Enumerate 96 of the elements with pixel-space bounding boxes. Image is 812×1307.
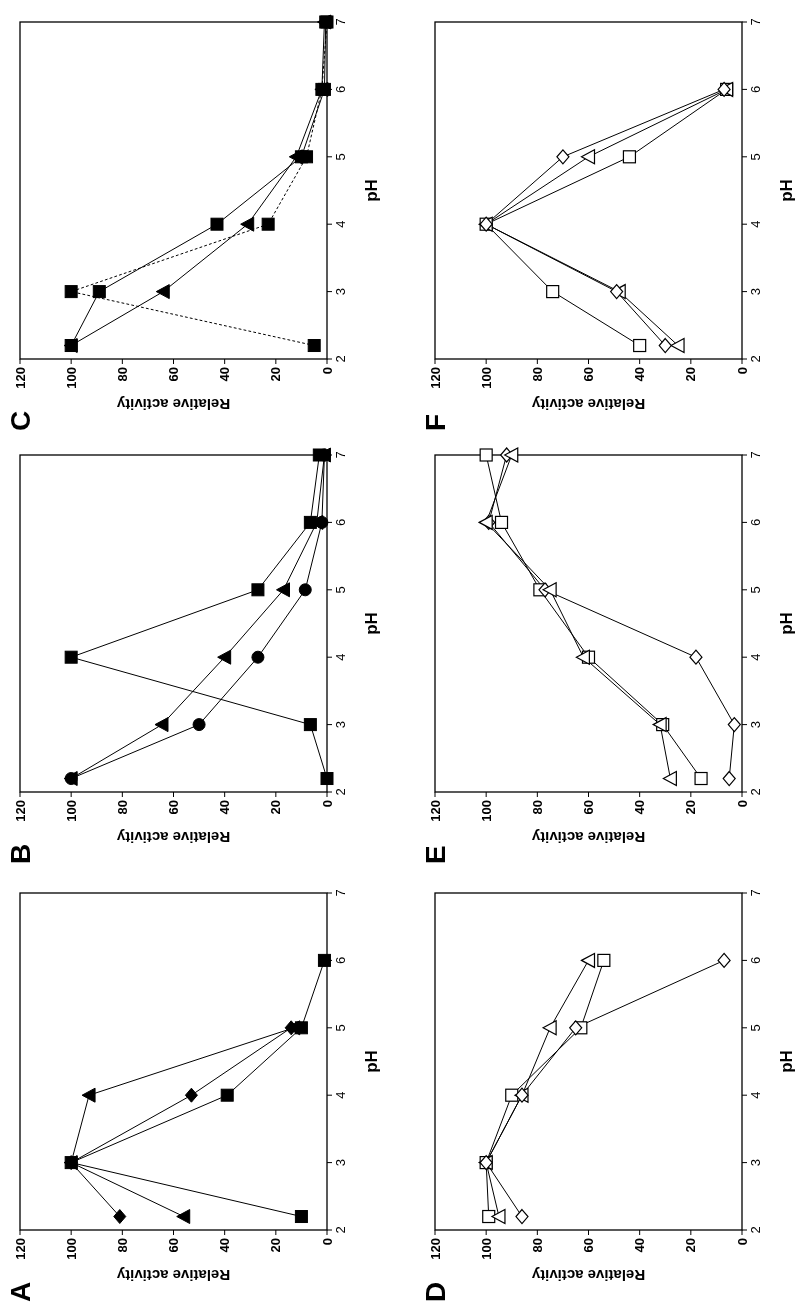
x-tick-label: 0 bbox=[734, 800, 750, 808]
y-tick-label: 3 bbox=[748, 287, 763, 296]
x-tick-label: 0 bbox=[319, 1238, 335, 1246]
x-tick-label: 60 bbox=[581, 800, 597, 815]
y-tick-label: 6 bbox=[333, 956, 348, 965]
y-tick-label: 6 bbox=[333, 518, 348, 527]
x-tick-label: 40 bbox=[632, 800, 648, 815]
x-tick-label: 60 bbox=[166, 1238, 182, 1253]
x-tick-label: 80 bbox=[114, 367, 130, 382]
x-tick-label: 60 bbox=[581, 1238, 597, 1253]
y-axis-title: pH bbox=[777, 1050, 796, 1073]
y-tick-label: 4 bbox=[333, 1091, 348, 1099]
y-axis-title: pH bbox=[777, 179, 796, 202]
x-tick-label: 40 bbox=[217, 1238, 233, 1253]
x-tick-label: 120 bbox=[427, 367, 443, 389]
x-axis-title: Relative activity bbox=[531, 396, 646, 413]
y-tick-label: 7 bbox=[333, 18, 348, 26]
x-axis-title: Relative activity bbox=[116, 829, 231, 846]
y-tick-label: 6 bbox=[748, 85, 763, 94]
x-axis-title: Relative activity bbox=[531, 1267, 646, 1284]
y-tick-label: 5 bbox=[748, 586, 763, 594]
x-tick-label: 120 bbox=[427, 800, 443, 822]
x-tick-label: 100 bbox=[63, 367, 79, 389]
y-tick-label: 2 bbox=[333, 788, 348, 796]
x-tick-label: 120 bbox=[427, 1238, 443, 1260]
x-tick-label: 20 bbox=[268, 800, 284, 815]
y-tick-label: 5 bbox=[333, 1024, 348, 1032]
y-tick-label: 4 bbox=[748, 1091, 763, 1099]
y-tick-label: 5 bbox=[333, 153, 348, 161]
y-tick-label: 4 bbox=[748, 220, 763, 228]
y-tick-label: 2 bbox=[748, 788, 763, 796]
x-tick-label: 20 bbox=[268, 1238, 284, 1253]
x-tick-label: 100 bbox=[63, 800, 79, 822]
text: D bbox=[420, 1281, 451, 1302]
y-tick-label: 4 bbox=[333, 653, 348, 661]
x-tick-label: 40 bbox=[632, 367, 648, 382]
y-tick-label: 3 bbox=[748, 1158, 763, 1167]
y-tick-label: 2 bbox=[748, 355, 763, 363]
y-tick-label: 5 bbox=[748, 153, 763, 161]
x-tick-label: 100 bbox=[478, 367, 494, 389]
x-tick-label: 0 bbox=[319, 367, 335, 375]
x-tick-label: 40 bbox=[632, 1238, 648, 1253]
x-tick-label: 20 bbox=[683, 1238, 699, 1253]
y-tick-label: 7 bbox=[748, 18, 763, 26]
y-tick-label: 4 bbox=[333, 220, 348, 228]
x-tick-label: 80 bbox=[114, 1238, 130, 1253]
text: C bbox=[5, 410, 36, 431]
x-tick-label: 60 bbox=[581, 367, 597, 382]
y-axis-title: pH bbox=[777, 612, 796, 635]
y-tick-label: 7 bbox=[333, 451, 348, 459]
x-tick-label: 80 bbox=[529, 800, 545, 815]
x-tick-label: 100 bbox=[63, 1238, 79, 1260]
y-tick-label: 6 bbox=[748, 956, 763, 965]
y-tick-label: 6 bbox=[333, 85, 348, 94]
x-tick-label: 60 bbox=[166, 800, 182, 815]
text: B bbox=[5, 843, 36, 864]
x-tick-label: 40 bbox=[217, 367, 233, 382]
x-tick-label: 120 bbox=[12, 367, 28, 389]
x-tick-label: 40 bbox=[217, 800, 233, 815]
y-tick-label: 6 bbox=[748, 518, 763, 527]
x-tick-label: 100 bbox=[478, 800, 494, 822]
x-tick-label: 80 bbox=[114, 800, 130, 815]
y-tick-label: 3 bbox=[748, 720, 763, 729]
x-tick-label: 20 bbox=[268, 367, 284, 382]
x-tick-label: 80 bbox=[529, 1238, 545, 1253]
x-tick-label: 80 bbox=[529, 367, 545, 382]
x-axis-title: Relative activity bbox=[531, 829, 646, 846]
x-tick-label: 20 bbox=[683, 367, 699, 382]
y-tick-label: 2 bbox=[333, 1226, 348, 1234]
y-tick-label: 7 bbox=[748, 889, 763, 897]
y-tick-label: 3 bbox=[333, 287, 348, 296]
y-tick-label: 3 bbox=[333, 720, 348, 729]
y-tick-label: 3 bbox=[333, 1158, 348, 1167]
y-tick-label: 7 bbox=[333, 889, 348, 897]
y-tick-label: 5 bbox=[333, 586, 348, 594]
x-tick-label: 20 bbox=[683, 800, 699, 815]
y-axis-title: pH bbox=[362, 612, 381, 635]
x-tick-label: 0 bbox=[734, 1238, 750, 1246]
y-tick-label: 7 bbox=[748, 451, 763, 459]
y-tick-label: 4 bbox=[748, 653, 763, 661]
y-tick-label: 2 bbox=[748, 1226, 763, 1234]
y-axis-title: pH bbox=[362, 1050, 381, 1073]
x-tick-label: 100 bbox=[478, 1238, 494, 1260]
x-axis-title: Relative activity bbox=[116, 396, 231, 413]
y-tick-label: 5 bbox=[748, 1024, 763, 1032]
x-tick-label: 120 bbox=[12, 800, 28, 822]
x-tick-label: 0 bbox=[734, 367, 750, 375]
x-tick-label: 60 bbox=[166, 367, 182, 382]
y-tick-label: 2 bbox=[333, 355, 348, 363]
y-axis-title: pH bbox=[362, 179, 381, 202]
x-tick-label: 0 bbox=[319, 800, 335, 808]
text: F bbox=[420, 413, 451, 431]
x-axis-title: Relative activity bbox=[116, 1267, 231, 1284]
x-tick-label: 120 bbox=[12, 1238, 28, 1260]
text: A bbox=[5, 1281, 36, 1302]
text: E bbox=[420, 845, 451, 864]
